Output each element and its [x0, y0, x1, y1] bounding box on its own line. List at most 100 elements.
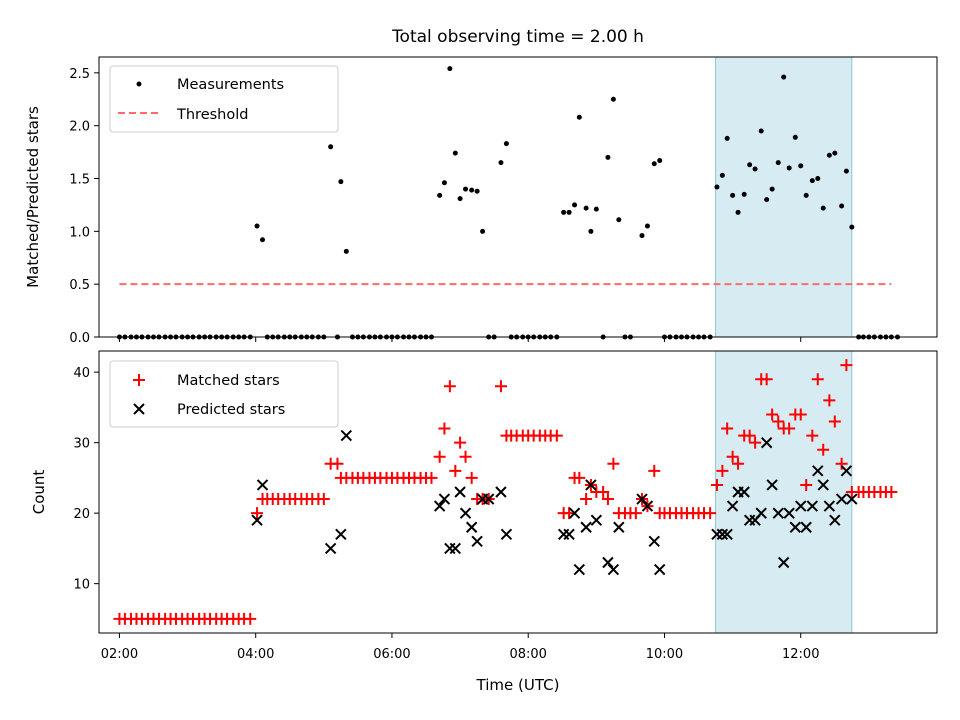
measurement-point [616, 217, 622, 223]
matched-star-point [743, 429, 756, 442]
predicted-star-point [716, 528, 729, 541]
matched-star-point [425, 471, 438, 484]
top-y-tick-label: 2.0 [69, 120, 90, 135]
bottom-shaded-region [715, 350, 853, 634]
matched-star-point [766, 408, 779, 421]
top-y-tick-label: 1.0 [69, 225, 90, 240]
legend-threshold-label: Threshold [176, 107, 248, 123]
top-y-tick-label: 2.5 [69, 67, 90, 82]
top-axis-ticks: 0.0 0.5 1.0 1.5 2.0 2.5 [69, 67, 802, 346]
measurement-point [832, 150, 838, 156]
matched-star-point [597, 486, 610, 498]
matched-star-point [749, 436, 762, 449]
bottom-x-tick-label: 12:00 [782, 647, 819, 662]
legend-measurements-label: Measurements [177, 77, 284, 93]
predicted-star-point [829, 514, 841, 526]
measurement-point [260, 237, 266, 243]
measurement-point [758, 128, 764, 134]
measurement-point [639, 233, 645, 239]
bottom-x-tick-label: 06:00 [373, 647, 410, 662]
predicted-star-point [835, 493, 848, 505]
predicted-star-point [760, 436, 773, 449]
predicted-star-point [648, 535, 660, 548]
measurement-point [474, 188, 480, 194]
measurement-point [769, 186, 775, 192]
predicted-star-point [433, 500, 446, 512]
matched-star-point [244, 612, 257, 625]
bottom-axes-frame [98, 350, 938, 634]
measurement-point [752, 166, 758, 172]
measurement-point [815, 176, 821, 182]
bottom-x-tick-label: 02:00 [101, 647, 138, 662]
predicted-star-point [636, 493, 648, 505]
legend-predicted-label: Predicted stars [177, 402, 285, 418]
predicted-star-point [340, 429, 353, 442]
measurement-point [469, 187, 475, 193]
matched-star-point [629, 507, 642, 520]
measurement-point [463, 186, 469, 192]
predicted-star-point [795, 500, 807, 512]
measurement-point [343, 248, 349, 254]
matched-star-point [465, 471, 478, 484]
matched-star-point [721, 422, 734, 435]
predicted-star-point [817, 479, 829, 491]
count-panel: 10 20 30 40 02:00 04:00 06:00 08:00 10:00 12:00 C… [30, 350, 938, 694]
matched-star-point [806, 429, 819, 442]
bottom-x-tick-label: 04:00 [237, 647, 274, 662]
predicted-star-point [812, 465, 824, 477]
matched-star-point [607, 457, 620, 470]
predicted-star-point [495, 486, 507, 498]
measurement-point [781, 74, 787, 80]
matched-star-point [828, 415, 841, 428]
matched-star-point [251, 507, 264, 520]
top-legend: Measurements Threshold [109, 65, 339, 133]
predicted-star-point [721, 528, 733, 541]
measurement-point [605, 154, 611, 160]
matched-star-point [331, 457, 344, 470]
matched-star-point [732, 457, 745, 470]
matched-star-point [443, 380, 456, 393]
predicted-star-point [840, 465, 853, 477]
bottom-y-tick-label: 20 [73, 507, 90, 522]
measurement-point [503, 141, 509, 147]
top-y-tick-label: 0.0 [69, 331, 90, 346]
predicted-star-point [324, 542, 337, 555]
predicted-star-point [459, 507, 472, 519]
measurement-point [820, 205, 826, 211]
predicted-star-point [777, 556, 790, 569]
measurement-point [561, 209, 567, 215]
matched-star-point [760, 373, 773, 386]
top-y-tick-label: 1.5 [69, 173, 90, 188]
bottom-y-tick-label: 30 [73, 437, 90, 452]
top-y-axis-label: Matched/Predicted stars [24, 106, 42, 288]
measurement-point [792, 134, 798, 140]
matched-star-point [726, 450, 739, 463]
top-legend-box [109, 65, 339, 133]
x-axis-label: Time (UTC) [476, 676, 560, 694]
measurement-point [457, 196, 463, 202]
legend-measurements-marker [136, 81, 142, 87]
measurement-point [657, 158, 663, 164]
matched-star-point [317, 493, 330, 506]
predicted-star-point [641, 500, 654, 512]
matched-star-point [580, 493, 593, 506]
matched-star-point [433, 450, 446, 463]
measurement-point [498, 160, 504, 166]
bottom-legend-box [109, 360, 339, 428]
matched-star-point [573, 471, 586, 484]
predicted-star-point [256, 479, 269, 491]
predicted-star-point [607, 563, 620, 576]
measurement-point [730, 192, 736, 198]
measurement-point [809, 178, 815, 184]
matched-star-point [800, 478, 813, 491]
matched-star-point [494, 380, 507, 393]
predicted-star-point [449, 542, 462, 555]
predicted-star-point [755, 507, 767, 519]
measurement-point [644, 223, 650, 229]
predicted-star-point [613, 521, 625, 533]
predicted-star-point [766, 479, 778, 491]
measurement-point [572, 202, 578, 208]
predicted-star-point [568, 507, 581, 519]
predicted-star-point [471, 535, 483, 548]
